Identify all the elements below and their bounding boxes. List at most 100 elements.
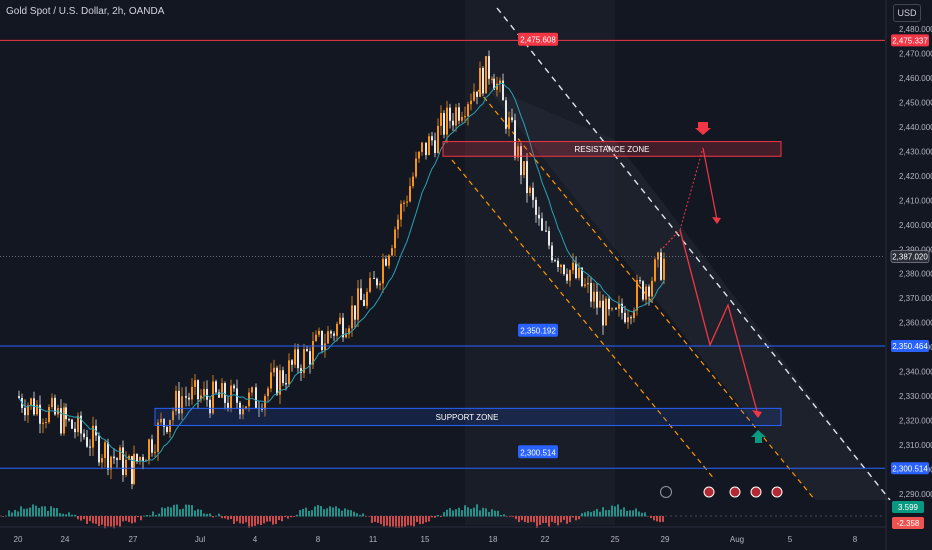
osc-bar bbox=[488, 511, 490, 517]
osc-bar bbox=[26, 508, 28, 517]
candle-body bbox=[191, 386, 193, 400]
osc-bar bbox=[515, 516, 517, 520]
osc-bar bbox=[560, 516, 562, 523]
resistance-zone bbox=[442, 141, 782, 157]
candle-body bbox=[645, 286, 647, 300]
candle-body bbox=[363, 299, 365, 306]
candle-body bbox=[382, 258, 384, 284]
candle-body bbox=[297, 349, 299, 369]
osc-bar bbox=[617, 504, 619, 517]
candle-body bbox=[348, 328, 350, 335]
price-tick: 2,380.000 bbox=[899, 270, 932, 279]
currency-button[interactable]: USD bbox=[893, 4, 921, 22]
osc-bar bbox=[410, 516, 412, 526]
candle-body bbox=[51, 397, 53, 408]
candle-body bbox=[440, 113, 442, 126]
osc-bar bbox=[371, 516, 373, 523]
candle-body bbox=[318, 330, 320, 335]
candle-body bbox=[86, 437, 88, 447]
price-tag-label: 2,387.020 bbox=[892, 253, 928, 262]
candle-body bbox=[379, 283, 381, 286]
osc-bar bbox=[92, 516, 94, 524]
osc-bar bbox=[125, 516, 127, 521]
moving-average-line bbox=[18, 82, 665, 463]
osc-bar bbox=[482, 507, 484, 517]
candle-body bbox=[142, 456, 144, 462]
osc-bar bbox=[500, 515, 502, 517]
candle-body bbox=[403, 202, 405, 204]
candle-body bbox=[309, 351, 311, 365]
candle-body bbox=[654, 259, 656, 281]
osc-bar bbox=[308, 510, 310, 517]
candle-body bbox=[663, 258, 665, 280]
osc-bar bbox=[545, 516, 547, 523]
osc-bar bbox=[29, 507, 31, 517]
price-label: 2,475.608 bbox=[520, 36, 556, 45]
osc-bar bbox=[404, 516, 406, 527]
osc-bar bbox=[590, 512, 592, 517]
osc-bar bbox=[239, 516, 241, 524]
osc-bar bbox=[605, 510, 607, 517]
candle-body bbox=[233, 385, 235, 389]
candle-body bbox=[116, 458, 118, 460]
osc-bar bbox=[326, 508, 328, 517]
price-tick: 2,330.000 bbox=[899, 392, 932, 401]
osc-bar bbox=[281, 516, 283, 522]
candle-body bbox=[409, 186, 411, 202]
osc-bar bbox=[170, 507, 172, 517]
osc-bar bbox=[632, 510, 634, 517]
osc-bar bbox=[263, 516, 265, 524]
price-tick: 2,320.000 bbox=[899, 417, 932, 426]
osc-bar bbox=[470, 508, 472, 517]
osc-bar bbox=[446, 509, 448, 517]
chart-title: Gold Spot / U.S. Dollar, 2h, OANDA bbox=[6, 6, 165, 17]
candle-body bbox=[30, 398, 32, 406]
candle-body bbox=[529, 187, 531, 193]
candle-body bbox=[520, 146, 522, 176]
candle-body bbox=[385, 258, 387, 266]
candle-body bbox=[104, 442, 106, 459]
candle-body bbox=[110, 456, 112, 470]
osc-bar bbox=[599, 511, 601, 517]
candle-body bbox=[345, 334, 347, 338]
osc-value-label: -2.358 bbox=[897, 519, 920, 528]
candle-body bbox=[172, 411, 174, 421]
osc-bar bbox=[287, 516, 289, 519]
candle-body bbox=[532, 187, 534, 200]
candle-body bbox=[369, 277, 371, 292]
osc-bar bbox=[365, 516, 367, 517]
price-tick: 2,400.000 bbox=[899, 221, 932, 230]
osc-bar bbox=[80, 516, 82, 521]
price-tick: 2,420.000 bbox=[899, 172, 932, 181]
osc-bar bbox=[5, 515, 7, 517]
time-tick: 22 bbox=[541, 535, 550, 544]
osc-bar bbox=[77, 516, 79, 520]
osc-bar bbox=[620, 509, 622, 517]
time-tick: 15 bbox=[421, 535, 430, 544]
osc-bar bbox=[572, 516, 574, 518]
candle-body bbox=[330, 331, 332, 334]
osc-bar bbox=[143, 515, 145, 517]
osc-bar bbox=[56, 507, 58, 517]
candle-body bbox=[458, 107, 460, 121]
candle-body bbox=[660, 252, 662, 280]
osc-bar bbox=[503, 514, 505, 517]
candle-body bbox=[60, 408, 62, 434]
candle-body bbox=[618, 303, 620, 309]
candle-body bbox=[215, 381, 217, 393]
price-axis: 2,480.000 2,470.000 2,460.000 2,450.000 2,44… bbox=[885, 0, 932, 550]
channel-lower-line bbox=[451, 159, 716, 481]
channel-fill bbox=[485, 85, 890, 500]
osc-bar bbox=[422, 516, 424, 524]
osc-bar bbox=[362, 513, 364, 517]
osc-bar bbox=[101, 516, 103, 525]
candle-body bbox=[400, 203, 402, 220]
osc-bar bbox=[524, 516, 526, 522]
candle-body bbox=[306, 349, 308, 352]
candle-body bbox=[154, 451, 156, 453]
osc-bar bbox=[521, 516, 523, 521]
osc-value-tag bbox=[892, 517, 924, 529]
time-tick: 29 bbox=[661, 535, 670, 544]
osc-bar bbox=[248, 516, 250, 528]
